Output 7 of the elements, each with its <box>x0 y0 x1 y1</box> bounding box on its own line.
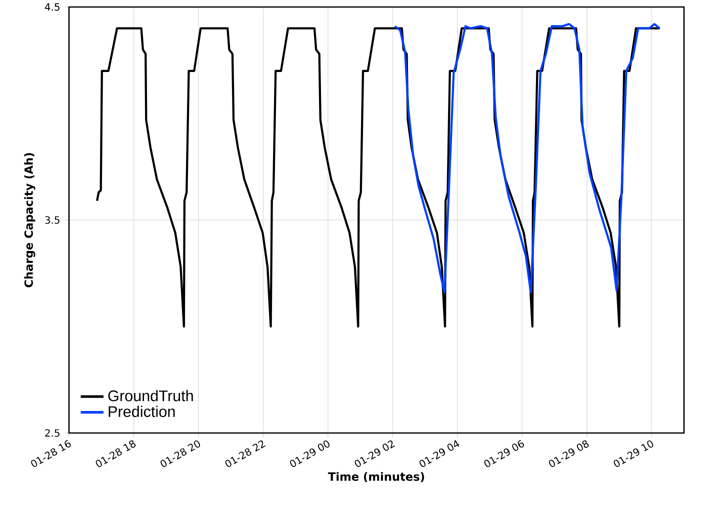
x-axis-title: Time (minutes) <box>328 472 424 482</box>
legend-label: Prediction <box>108 406 175 418</box>
y-tick-label: 3.5 <box>45 216 60 224</box>
y-axis-title: Charge Capacity (Ah) <box>24 153 36 288</box>
y-tick-label: 2.5 <box>45 429 60 437</box>
y-tick-label: 4.5 <box>44 3 60 11</box>
legend-label: GroundTruth <box>108 390 193 402</box>
